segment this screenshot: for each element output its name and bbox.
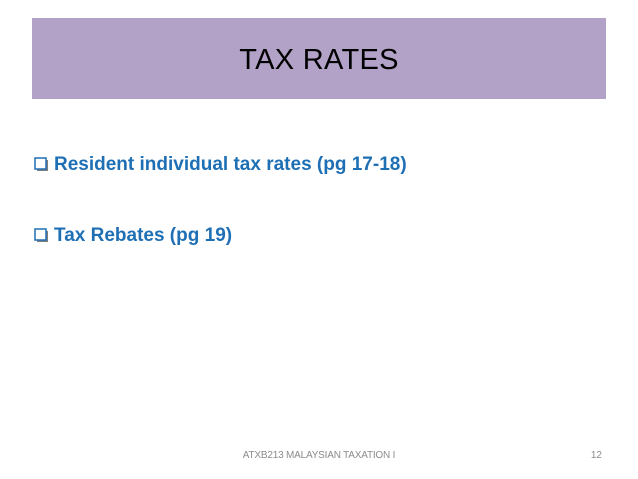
hollow-square-bullet-icon	[34, 157, 50, 173]
hollow-square-bullet-icon	[34, 228, 50, 244]
footer-page-number: 12	[590, 450, 602, 461]
bullet-item: Resident individual tax rates (pg 17-18)	[34, 150, 604, 180]
title-bar: TAX RATES	[32, 18, 606, 99]
bullet-text: Tax Rebates (pg 19)	[54, 225, 233, 246]
bullet-item: Tax Rebates (pg 19)	[34, 221, 604, 251]
slide-title: TAX RATES	[239, 44, 399, 76]
bullet-list: Resident individual tax rates (pg 17-18)…	[34, 150, 604, 292]
bullet-text: Resident individual tax rates (pg 17-18)	[54, 154, 407, 175]
footer-course-label: ATXB213 MALAYSIAN TAXATION I	[242, 450, 396, 461]
